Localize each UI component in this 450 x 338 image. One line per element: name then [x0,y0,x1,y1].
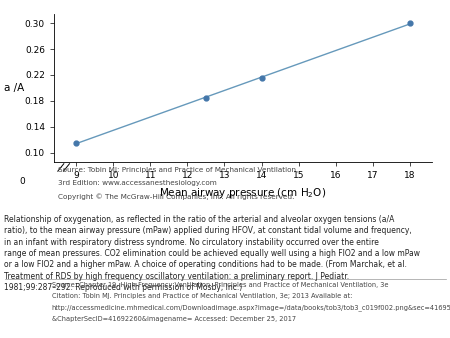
Text: Graw: Graw [15,299,37,308]
Text: 0: 0 [19,177,25,186]
Text: Mc: Mc [20,288,32,297]
Text: Citation: Tobin MJ. Principles and Practice of Mechanical Ventilation, 3e; 2013 : Citation: Tobin MJ. Principles and Pract… [52,293,352,299]
Text: Relationship of oxygenation, as reflected in the ratio of the arterial and alveo: Relationship of oxygenation, as reflecte… [4,215,420,292]
Text: &ChapterSecID=41692260&imagename= Accessed: December 25, 2017: &ChapterSecID=41692260&imagename= Access… [52,316,296,322]
Text: Source: Chapter 19. High-Frequency Ventilation. Principles and Practice of Mecha: Source: Chapter 19. High-Frequency Venti… [52,282,388,288]
Text: Source: Tobin MJ: Principles and Practice of Mechanical Ventilation,: Source: Tobin MJ: Principles and Practic… [58,167,299,173]
Text: Copyright © The McGraw-Hill Companies, Inc. All rights reserved.: Copyright © The McGraw-Hill Companies, I… [58,193,295,200]
Y-axis label: a /A: a /A [4,83,24,93]
Text: 3rd Edition: www.accessanesthesiology.com: 3rd Edition: www.accessanesthesiology.co… [58,180,217,186]
Text: http://accessmedicine.mhmedical.com/Downloadimage.aspx?image=/data/books/tob3/to: http://accessmedicine.mhmedical.com/Down… [52,305,450,311]
Text: Hill: Hill [19,309,33,318]
Text: Education: Education [11,323,40,328]
X-axis label: Mean airway pressure (cm H$_2$O): Mean airway pressure (cm H$_2$O) [159,186,327,200]
